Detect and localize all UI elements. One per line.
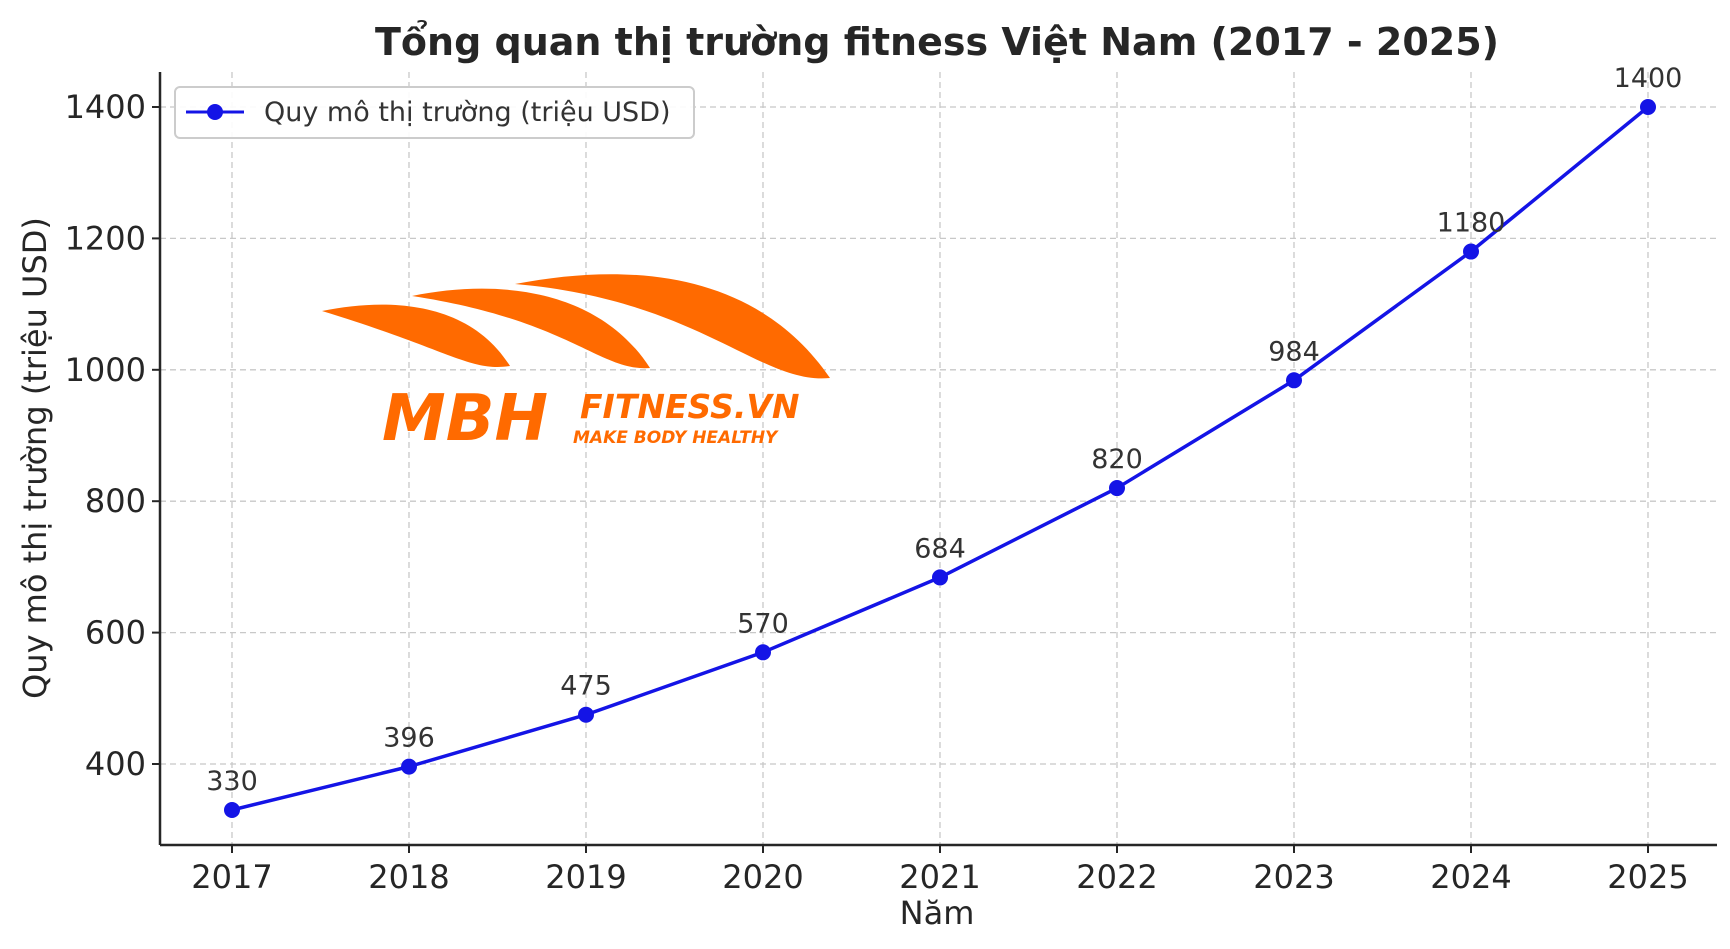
x-tick-label: 2023 bbox=[1253, 858, 1334, 896]
y-tick-label: 800 bbox=[85, 482, 146, 520]
data-label: 570 bbox=[737, 608, 789, 639]
logo-text-slogan: MAKE BODY HEALTHY bbox=[573, 428, 779, 448]
x-tick-label: 2022 bbox=[1076, 858, 1157, 896]
legend: Quy mô thị trường (triệu USD) bbox=[174, 86, 695, 139]
x-tick-label: 2024 bbox=[1430, 858, 1511, 896]
x-tick-label: 2019 bbox=[545, 858, 626, 896]
data-label: 820 bbox=[1091, 444, 1143, 475]
x-tick-label: 2017 bbox=[191, 858, 272, 896]
logo-swoosh-3 bbox=[515, 274, 830, 379]
data-label: 684 bbox=[914, 533, 966, 564]
data-label: 475 bbox=[560, 671, 612, 702]
x-tick-label: 2025 bbox=[1607, 858, 1688, 896]
x-tick-label: 2018 bbox=[368, 858, 449, 896]
x-ticks: 2017 2018 2019 2020 2021 2022 2023 2024 2025 bbox=[191, 845, 1689, 896]
y-tick-label: 1200 bbox=[65, 219, 146, 257]
y-tick-label: 600 bbox=[85, 614, 146, 652]
x-tick-label: 2020 bbox=[722, 858, 803, 896]
data-point bbox=[755, 644, 771, 661]
x-axis-label: Năm bbox=[900, 894, 975, 932]
logo-text-main: MBH bbox=[382, 382, 548, 456]
legend-box bbox=[174, 86, 695, 139]
data-point bbox=[1109, 480, 1125, 497]
x-tick-label: 2021 bbox=[899, 858, 980, 896]
data-label: 1180 bbox=[1437, 208, 1506, 239]
y-ticks: 400 600 800 1000 1200 1400 bbox=[65, 88, 160, 783]
chart-title: Tổng quan thị trường fitness Việt Nam (2… bbox=[375, 20, 1499, 64]
logo-swoosh-1 bbox=[322, 304, 510, 367]
data-point bbox=[1640, 99, 1656, 115]
y-tick-label: 1400 bbox=[65, 88, 146, 126]
data-labels: 330 396 475 570 684 820 984 1180 1400 bbox=[206, 63, 1682, 797]
data-point bbox=[932, 569, 948, 586]
watermark-logo: MBH FITNESS.VN MAKE BODY HEALTHY bbox=[322, 274, 830, 456]
data-point bbox=[1463, 243, 1479, 260]
legend-label: Quy mô thị trường (triệu USD) bbox=[264, 97, 671, 128]
logo-swoosh-2 bbox=[412, 288, 650, 369]
data-label: 396 bbox=[383, 723, 435, 754]
data-label: 984 bbox=[1268, 336, 1320, 367]
data-point bbox=[1286, 372, 1302, 389]
data-point bbox=[401, 758, 417, 775]
data-point bbox=[578, 706, 594, 723]
y-tick-label: 1000 bbox=[65, 351, 146, 389]
data-label: 330 bbox=[206, 766, 258, 797]
data-label: 1400 bbox=[1614, 63, 1683, 94]
logo-text-site: FITNESS.VN bbox=[580, 387, 800, 426]
y-tick-label: 400 bbox=[85, 745, 146, 783]
series-layer bbox=[224, 99, 1656, 818]
y-axis-label: Quy mô thị trường (triệu USD) bbox=[16, 217, 54, 699]
data-point bbox=[224, 801, 240, 818]
legend-marker bbox=[207, 104, 223, 120]
